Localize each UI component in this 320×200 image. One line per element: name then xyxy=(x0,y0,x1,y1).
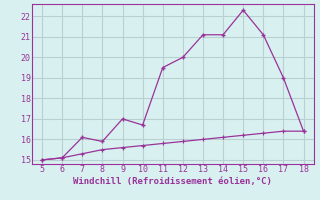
X-axis label: Windchill (Refroidissement éolien,°C): Windchill (Refroidissement éolien,°C) xyxy=(73,177,272,186)
